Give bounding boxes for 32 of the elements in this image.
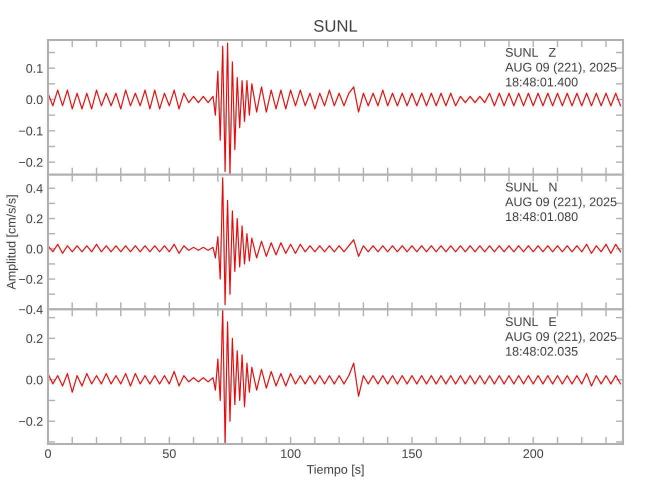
annotation: SUNL E [506, 317, 556, 326]
y-tick-label: 0.0 [26, 376, 43, 384]
annotation: AUG 09 (221), 2025 [505, 332, 616, 344]
y-tick-label: −0.2 [19, 274, 43, 284]
y-tick-label: 0.2 [26, 334, 43, 343]
chart-title: SUNL [314, 20, 358, 32]
y-tick-label: −0.4 [19, 305, 43, 314]
line-series [48, 177, 622, 306]
y-tick-label: 0.1 [26, 64, 43, 73]
x-tick-label: 150 [402, 449, 422, 458]
y-tick-label: −0.1 [19, 126, 43, 136]
x-axis-title: Tiempo [s] [306, 464, 364, 476]
y-tick-label: 0.2 [26, 214, 43, 224]
x-tick-label: 100 [281, 449, 301, 458]
annotation: AUG 09 (221), 2025 [505, 197, 616, 209]
x-tick-label: 0 [45, 449, 51, 458]
annotation: AUG 09 (221), 2025 [505, 62, 616, 74]
annotation: 18:48:01.080 [506, 212, 578, 222]
annotation: 18:48:01.400 [506, 78, 578, 86]
y-tick-label: 0.0 [26, 95, 43, 104]
y-tick-label: −0.2 [19, 158, 43, 167]
annotation: SUNL Z [506, 48, 556, 57]
line-series [48, 309, 622, 444]
y-axis-title: Amplitud [cm/s/s] [6, 195, 18, 290]
x-tick-label: 50 [162, 449, 176, 458]
y-tick-label: 0.4 [26, 184, 43, 193]
annotation: 18:48:02.035 [506, 346, 578, 356]
x-tick-label: 200 [523, 449, 544, 458]
annotation: SUNL N [506, 182, 556, 192]
line-series [48, 42, 622, 175]
y-tick-label: 0.0 [26, 244, 43, 254]
y-tick-label: −0.2 [19, 417, 43, 426]
